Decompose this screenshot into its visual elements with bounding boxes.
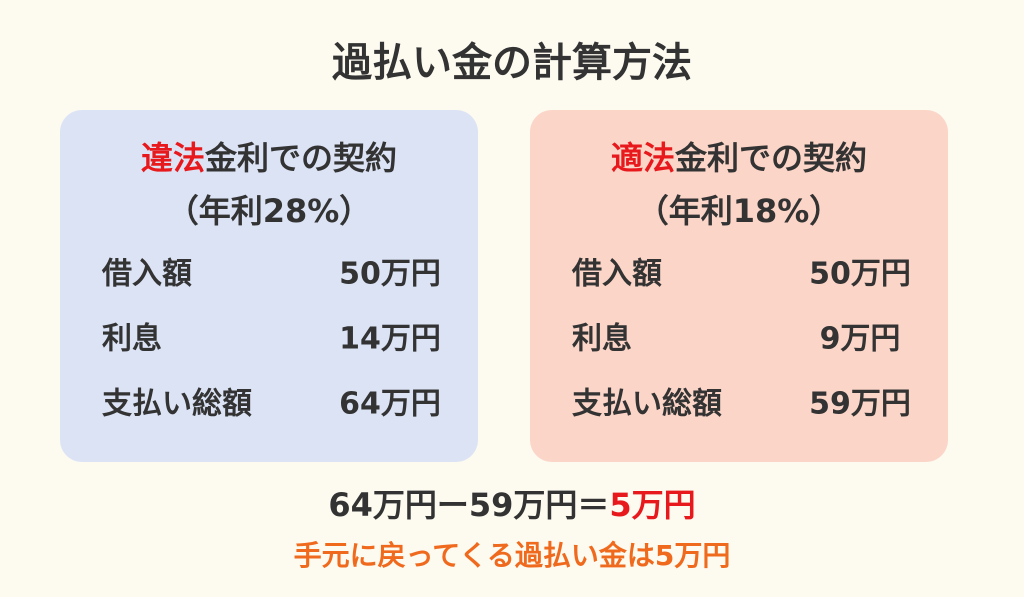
- row-label: 支払い総額: [572, 387, 722, 422]
- heading-text: 金利での契約: [674, 139, 867, 177]
- card-heading: 適法金利での契約: [611, 139, 867, 177]
- title: 過払い金の計算方法: [332, 40, 692, 86]
- heading-text: 金利での契約: [204, 139, 397, 177]
- row-label: 支払い総額: [102, 387, 252, 422]
- row-label: 借入額: [571, 257, 662, 292]
- row-value: 50万円: [339, 257, 441, 292]
- row-value: 9万円: [820, 322, 901, 357]
- row-label: 借入額: [101, 257, 192, 292]
- row-value: 14万円: [339, 322, 441, 357]
- card-heading: 違法金利での契約: [141, 139, 397, 177]
- formula: 64万円ー59万円＝5万円: [328, 486, 695, 524]
- conclusion: 手元に戻ってくる過払い金は5万円: [294, 539, 731, 572]
- row-value: 64万円: [339, 387, 441, 422]
- row-label: 利息: [572, 322, 632, 357]
- row-value: 50万円: [809, 257, 911, 292]
- row-value: 59万円: [809, 387, 911, 422]
- card-subheading: （年利28%）: [167, 192, 372, 230]
- card-subheading: （年利18%）: [637, 192, 842, 230]
- card-right: [530, 110, 948, 462]
- card-left: [60, 110, 478, 462]
- row-label: 利息: [102, 322, 162, 357]
- formula-expression: 64万円ー59万円＝: [328, 486, 609, 524]
- formula-result: 5万円: [609, 486, 695, 524]
- heading-highlight: 違法: [141, 139, 205, 177]
- heading-highlight: 適法: [611, 139, 675, 177]
